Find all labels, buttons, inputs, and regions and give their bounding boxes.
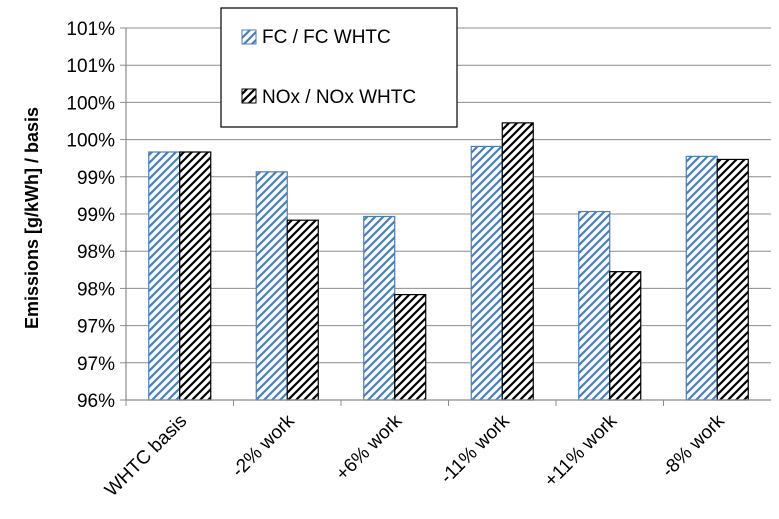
x-category-label: -11% work [436, 410, 514, 488]
x-category-label: -2% work [228, 410, 299, 481]
y-tick-label: 97% [77, 317, 115, 338]
y-tick-labels: 96% 97% 97% 98% 98% 99% 99% 100% 100% 101% 101% [66, 19, 115, 412]
legend-swatch-nox [241, 88, 257, 104]
bar-nox [286, 219, 319, 401]
bars [148, 122, 749, 401]
bar-nox [609, 271, 642, 401]
x-category-label: +6% work [332, 410, 407, 485]
bar-fc [363, 215, 396, 401]
y-tick-label: 100% [66, 93, 115, 114]
bar-fc [578, 210, 611, 401]
y-tick-label: 98% [77, 279, 115, 300]
bar-fc [470, 145, 503, 401]
y-tick-label: 99% [77, 205, 115, 226]
y-tick-label: 101% [66, 56, 115, 77]
x-category-label: -8% work [658, 410, 729, 481]
bar-nox [394, 294, 427, 401]
bar-nox [179, 151, 212, 401]
y-tick-label: 101% [66, 19, 115, 40]
bar-fc [685, 155, 718, 401]
y-tick-label: 97% [77, 354, 115, 375]
x-category-label: +11% work [541, 410, 622, 491]
y-tick-label: 99% [77, 168, 115, 189]
y-axis-title: Emissions [g/kWh] / basis [22, 107, 42, 329]
bar-nox [716, 158, 749, 401]
legend-box [220, 7, 458, 128]
y-tick-label: 96% [77, 391, 115, 412]
y-tick-label: 98% [77, 242, 115, 263]
y-tick-label: 100% [66, 131, 115, 152]
legend: FC / FC WHTC NOx / NOx WHTC [220, 7, 458, 128]
axes [120, 27, 771, 406]
x-category-label: WHTC basis [101, 411, 191, 501]
x-category-labels: WHTC basis -2% work +6% work -11% work +11% … [101, 410, 729, 501]
bar-nox [501, 122, 534, 401]
legend-label-nox: NOx / NOx WHTC [262, 87, 416, 108]
bar-fc [255, 171, 288, 401]
bar-fc [148, 151, 181, 401]
legend-swatch-fc [241, 29, 257, 45]
legend-label-fc: FC / FC WHTC [262, 27, 391, 48]
